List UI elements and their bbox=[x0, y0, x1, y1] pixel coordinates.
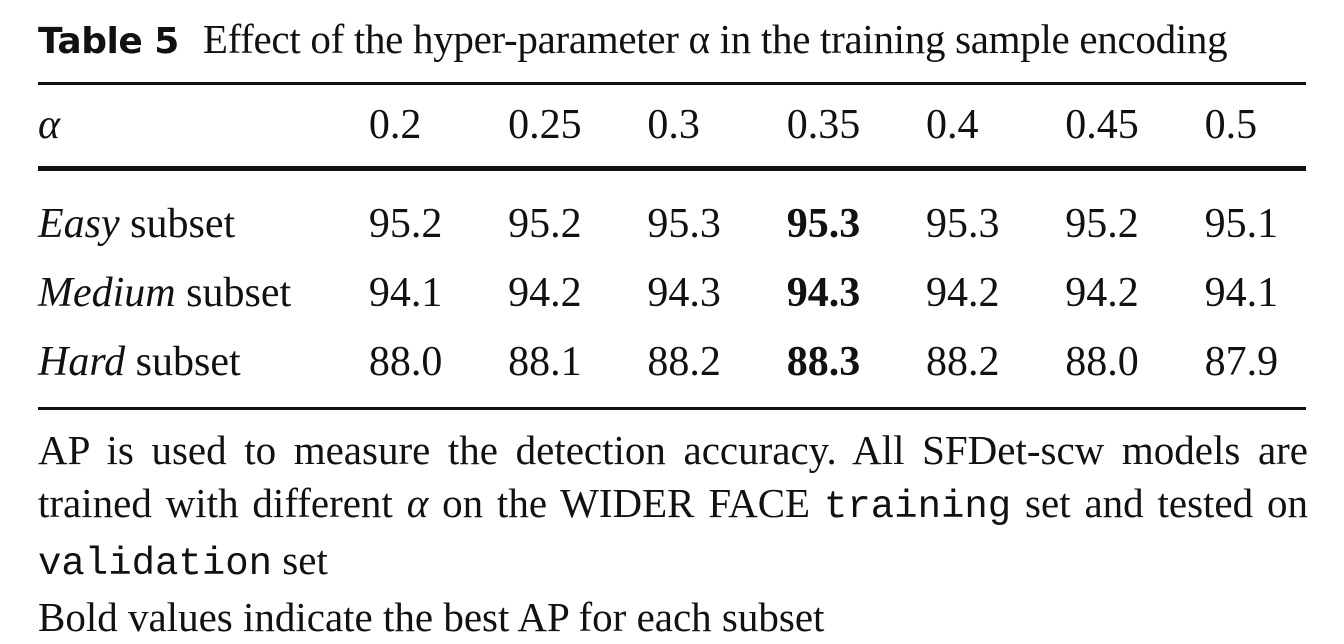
ap-cell: 94.1 bbox=[1204, 269, 1279, 316]
ap-cell: 88.0 bbox=[368, 338, 443, 385]
alpha-value: 0.25 bbox=[508, 102, 582, 148]
split-name-validation: validation bbox=[38, 542, 273, 586]
table-row-hard: Hard subset 88.0 88.1 88.2 88.3 88.2 88.… bbox=[38, 327, 1344, 396]
ap-cell-best: 94.3 bbox=[786, 269, 861, 316]
bottom-rule bbox=[38, 407, 1306, 410]
ap-cell: 95.3 bbox=[926, 200, 1000, 247]
ap-cell: 94.2 bbox=[508, 269, 582, 316]
row-label: Hard subset bbox=[38, 327, 369, 396]
row-label-italic: Hard bbox=[38, 338, 126, 385]
ap-cell-best: 88.3 bbox=[786, 338, 861, 385]
ap-cell: 95.2 bbox=[368, 200, 443, 247]
alpha-value: 0.35 bbox=[786, 102, 861, 148]
ap-cell: 94.2 bbox=[1065, 269, 1139, 316]
table-label: Table 5 bbox=[38, 21, 179, 62]
row-label-italic: Easy bbox=[38, 200, 120, 247]
caption-text: Effect of the hyper-parameter α in the t… bbox=[202, 16, 1228, 62]
table-caption: Table 5 Effect of the hyper-parameter α i… bbox=[38, 14, 1228, 74]
ap-cell: 88.1 bbox=[508, 338, 582, 385]
ap-cell: 94.1 bbox=[368, 269, 443, 316]
row-label: Medium subset bbox=[38, 258, 369, 327]
ap-cell: 94.3 bbox=[647, 269, 721, 316]
table-row-medium: Medium subset 94.1 94.2 94.3 94.3 94.2 9… bbox=[38, 258, 1344, 327]
header-rule bbox=[38, 166, 1306, 171]
footnote-bold: Bold values indicate the best AP for eac… bbox=[38, 594, 825, 640]
alpha-value: 0.4 bbox=[926, 102, 979, 148]
ap-cell: 87.9 bbox=[1204, 338, 1279, 385]
ap-cell: 94.2 bbox=[926, 269, 1000, 316]
footnote-ap: AP is used to measure the detection accu… bbox=[38, 424, 1308, 591]
header-row: α 0.2 0.25 0.3 0.35 0.4 0.45 0.5 bbox=[38, 97, 1344, 153]
alpha-header: α bbox=[38, 102, 61, 148]
ap-cell: 88.2 bbox=[647, 338, 721, 385]
ap-cell: 88.0 bbox=[1065, 338, 1139, 385]
row-label-rest: subset bbox=[125, 338, 241, 385]
row-label: Easy subset bbox=[38, 189, 369, 258]
table-row-easy: Easy subset 95.2 95.2 95.3 95.3 95.3 95.… bbox=[38, 189, 1344, 258]
alpha-value: 0.5 bbox=[1204, 102, 1258, 148]
footnote-text: set bbox=[272, 537, 328, 583]
row-label-rest: subset bbox=[175, 269, 292, 316]
alpha-symbol: α bbox=[406, 480, 429, 526]
ap-cell: 95.1 bbox=[1204, 200, 1279, 247]
ap-cell: 88.2 bbox=[926, 338, 1000, 385]
ap-cell: 95.3 bbox=[647, 200, 721, 247]
alpha-value: 0.45 bbox=[1065, 102, 1139, 148]
split-name-training: training bbox=[823, 485, 1012, 529]
ap-cell: 95.2 bbox=[1065, 200, 1139, 247]
alpha-value: 0.2 bbox=[368, 102, 422, 148]
row-label-italic: Medium bbox=[38, 269, 176, 316]
table-footnotes: AP is used to measure the detection accu… bbox=[38, 424, 1308, 644]
top-rule bbox=[38, 82, 1306, 85]
footnote-text: AP is used to measure the detection accu… bbox=[38, 427, 1308, 526]
row-label-rest: subset bbox=[119, 200, 236, 247]
footnote-text: set and tested on bbox=[1011, 480, 1308, 526]
alpha-value: 0.3 bbox=[647, 102, 700, 148]
ap-cell: 95.2 bbox=[508, 200, 582, 247]
footnote-text: on the WIDER FACE bbox=[428, 480, 824, 526]
results-table: α 0.2 0.25 0.3 0.35 0.4 0.45 0.5 Easy su… bbox=[38, 97, 1344, 396]
ap-cell-best: 95.3 bbox=[786, 200, 861, 247]
